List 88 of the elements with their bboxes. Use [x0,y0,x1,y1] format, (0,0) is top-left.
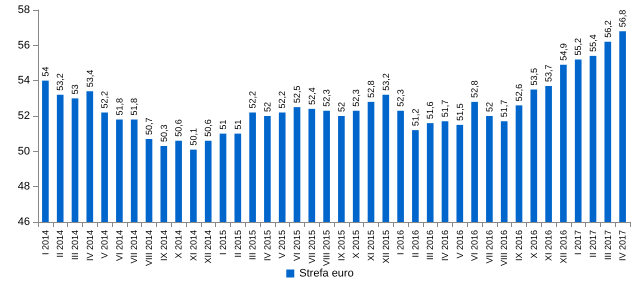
x-tick-label: IX 2016 [514,230,524,262]
data-label: 52 [484,102,494,112]
data-label: 53 [70,84,80,94]
data-label: 52,8 [366,80,376,98]
x-tick-label: XII 2016 [558,230,568,264]
data-label: 52 [262,102,272,112]
x-tick-label: III 2014 [70,230,80,260]
x-tick-label: V 2016 [454,230,465,259]
data-label: 50,1 [188,128,198,146]
y-tick-label: 58 [18,4,30,16]
x-tick-label: V 2015 [277,230,288,259]
data-label: 50,7 [144,117,154,135]
x-tick-label: VIII 2014 [144,230,154,266]
data-label: 52,5 [292,86,302,104]
data-label: 50,3 [158,124,169,142]
data-label: 50,6 [203,119,214,137]
data-label: 52,8 [470,80,480,98]
x-tick-label: IV 2017 [618,230,628,262]
x-tick-label: IV 2014 [84,230,95,262]
data-label: 52,3 [396,89,406,107]
x-tick-label: II 2014 [55,230,66,258]
data-label: 51,6 [425,102,436,120]
x-tick-label: VII 2014 [129,230,140,264]
data-label: 52,3 [322,89,332,107]
y-tick-label: 52 [18,110,30,122]
x-tick-label: III 2017 [602,230,613,260]
data-label: 52,3 [351,89,362,107]
data-label: 52,2 [248,90,258,108]
x-tick-label: IX 2014 [158,230,169,262]
x-tick-label: VIII 2015 [322,230,332,266]
data-label: 53,4 [84,70,95,88]
y-tick-label: 50 [18,145,30,158]
x-tick-label: II 2016 [410,230,420,258]
y-tick-label: 56 [18,39,30,52]
x-tick-label: VIII 2016 [499,230,510,266]
x-tick-label: II 2017 [588,230,598,258]
data-label: 51 [232,120,243,130]
data-label: 55,2 [573,38,584,56]
x-tick-label: XI 2016 [544,230,554,262]
x-tick-label: III 2015 [248,230,258,260]
data-label: 53,7 [544,64,554,82]
data-label: 51,5 [454,103,465,121]
x-tick-label: XI 2014 [188,230,198,262]
x-tick-label: II 2015 [232,230,243,258]
data-label: 52,2 [100,90,110,108]
y-tick-label: 54 [18,74,30,87]
x-tick-label: III 2016 [425,230,436,260]
data-label: 52 [336,102,346,112]
x-tick-label: VI 2016 [470,230,480,262]
x-tick-label: X 2015 [351,230,362,259]
x-tick-label: I 2014 [40,230,50,256]
data-label: 54,9 [558,43,568,61]
data-label: 51,7 [499,100,510,118]
y-tick-label: 48 [18,180,30,193]
x-tick-label: V 2014 [100,230,110,259]
x-tick-label: IV 2015 [262,230,272,262]
data-label: 53,2 [380,73,391,91]
x-tick-label: VII 2015 [306,230,317,264]
x-tick-label: VII 2016 [484,230,494,264]
data-label: 51,2 [410,108,420,126]
data-label: 51 [218,120,228,130]
data-label: 52,6 [514,84,524,102]
data-label: 52,2 [277,90,288,108]
x-tick-label: IX 2015 [336,230,346,262]
x-tick-label: IV 2016 [440,230,450,262]
y-tick-label: 46 [18,216,30,228]
data-label: 53,2 [55,73,66,91]
x-tick-label: X 2016 [528,230,539,259]
data-label: 50,6 [174,119,184,137]
x-tick-label: I 2016 [396,230,406,256]
data-label: 55,4 [588,34,598,52]
data-label: 54 [40,66,50,77]
data-label: 51,8 [114,98,124,116]
data-label: 51,8 [129,98,140,116]
data-label: 51,7 [440,100,450,118]
data-label: 56,2 [602,20,613,38]
x-tick-label: VI 2014 [114,230,124,262]
x-tick-label: X 2014 [174,230,184,259]
x-tick-label: XII 2015 [380,230,391,264]
x-tick-label: XII 2014 [203,230,214,264]
x-tick-label: I 2017 [573,230,584,256]
data-label: 53,5 [528,68,539,86]
x-tick-label: I 2015 [218,230,228,256]
data-label: 52,4 [306,87,317,105]
data-label: 56,8 [618,10,628,28]
x-tick-label: VI 2015 [292,230,302,262]
legend-label: Strefa euro [299,268,354,280]
x-tick-label: XI 2015 [366,230,376,262]
